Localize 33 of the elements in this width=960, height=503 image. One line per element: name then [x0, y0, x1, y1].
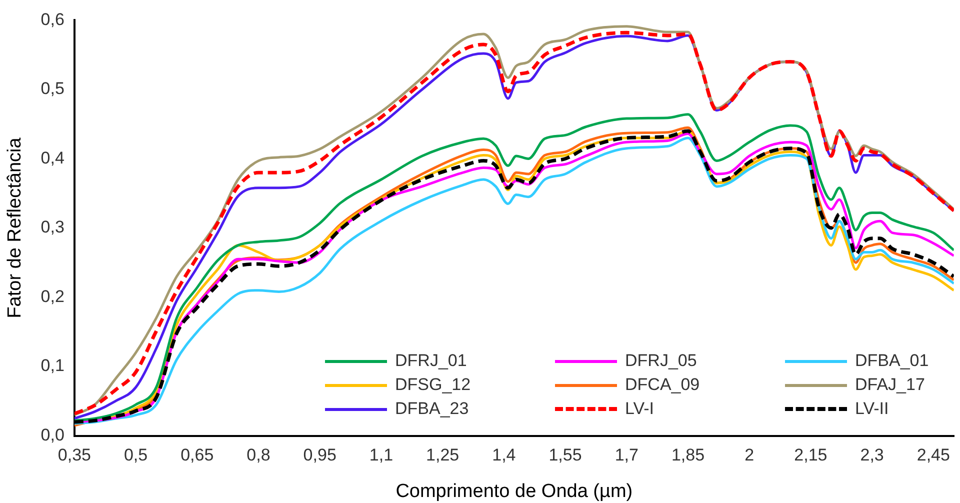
y-axis-title: Fator de Reflectância: [4, 137, 26, 318]
x-axis-title: Comprimento de Onda (µm): [396, 480, 633, 502]
x-tick-label: 0,95: [303, 446, 336, 465]
legend-label: DFCA_09: [625, 375, 700, 395]
x-tick-label: 0,8: [246, 446, 270, 465]
x-tick-label: 1,4: [492, 446, 516, 465]
x-tick-label: 1,85: [671, 446, 705, 465]
x-tick-label: 0,5: [124, 446, 148, 465]
y-tick-label: 0,2: [40, 286, 64, 306]
legend-label: DFRJ_05: [625, 351, 697, 371]
x-tick-label: 2,45: [916, 446, 950, 465]
y-tick-label: 0,4: [40, 148, 64, 168]
y-tick-label: 0,0: [40, 425, 64, 444]
x-tick-label: 1,7: [614, 446, 638, 465]
x-tick-label: 2,3: [860, 446, 884, 465]
legend-label: LV-I: [625, 399, 654, 419]
y-tick-label: 0,3: [40, 218, 64, 237]
x-tick-label: 1,25: [426, 446, 460, 465]
x-tick-label: 2,15: [794, 446, 828, 465]
x-tick-label: 1,1: [369, 446, 394, 465]
legend-label: DFRJ_01: [395, 351, 467, 371]
y-tick-label: 0,1: [40, 356, 64, 376]
x-tick-label: 2: [744, 446, 754, 465]
legend-label: DFBA_23: [395, 399, 469, 419]
legend-label: LV-II: [855, 399, 889, 419]
legend-label: DFSG_12: [395, 375, 471, 395]
y-tick-label: 0,5: [40, 79, 64, 98]
legend-label: DFBA_01: [855, 351, 929, 371]
legend-label: DFAJ_17: [855, 375, 925, 395]
y-tick-label: 0,6: [40, 10, 64, 29]
x-tick-label: 1,55: [548, 446, 582, 465]
x-tick-label: 0,35: [58, 446, 91, 465]
x-tick-label: 0,65: [180, 446, 214, 465]
